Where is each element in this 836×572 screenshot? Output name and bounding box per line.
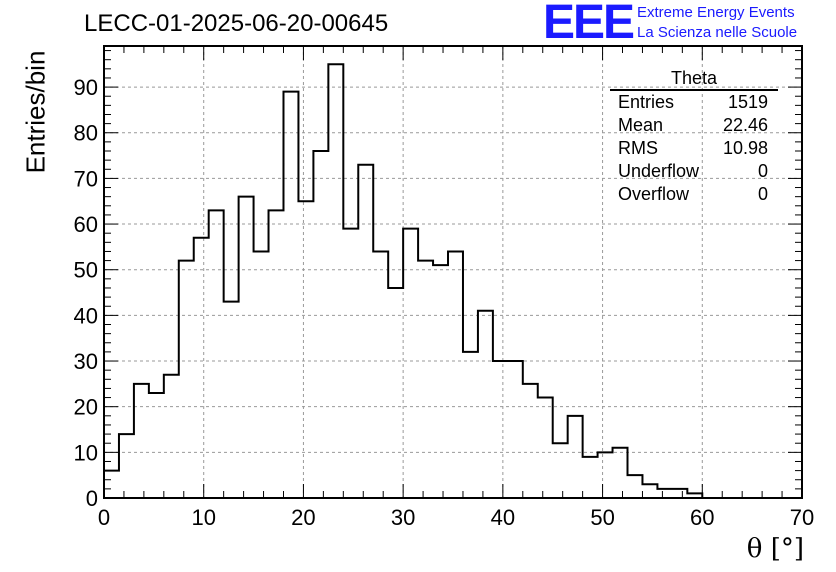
stats-label: RMS bbox=[618, 138, 658, 158]
y-tick-label: 80 bbox=[74, 121, 98, 146]
x-tick-label: 60 bbox=[690, 505, 714, 530]
y-tick-label: 60 bbox=[74, 212, 98, 237]
logo-line-2: La Scienza nelle Scuole bbox=[637, 24, 798, 41]
stats-row-underflow: Underflow 0 bbox=[610, 160, 778, 183]
y-tick-label: 10 bbox=[74, 440, 98, 465]
y-tick-label: 50 bbox=[74, 258, 98, 283]
stats-row-mean: Mean 22.46 bbox=[610, 114, 778, 137]
axes bbox=[103, 45, 803, 499]
stats-title: Theta bbox=[610, 68, 778, 91]
stats-row-rms: RMS 10.98 bbox=[610, 137, 778, 160]
tick-labels: 0 10 20 30 40 50 60 70 0 10 20 30 40 50 60 70 80 90 bbox=[74, 75, 815, 530]
y-tick-label: 70 bbox=[74, 166, 98, 191]
x-tick-label: 40 bbox=[491, 505, 515, 530]
x-tick-label: 20 bbox=[291, 505, 315, 530]
grid-lines bbox=[104, 46, 802, 498]
y-tick-label: 0 bbox=[86, 486, 98, 511]
stats-label: Overflow bbox=[618, 184, 690, 204]
logo-line-1: Extreme Energy Events bbox=[637, 4, 795, 21]
stats-row-entries: Entries 1519 bbox=[610, 91, 778, 114]
y-tick-label: 40 bbox=[74, 303, 98, 328]
stats-value: 1519 bbox=[727, 92, 768, 112]
eee-logo: EEE bbox=[543, 0, 635, 49]
x-tick-label: 10 bbox=[191, 505, 215, 530]
stats-value: 10.98 bbox=[722, 138, 768, 158]
stats-value: 0 bbox=[757, 184, 768, 204]
stats-row-overflow: Overflow 0 bbox=[610, 183, 778, 206]
x-tick-label: 70 bbox=[790, 505, 814, 530]
plot-frame bbox=[103, 45, 803, 499]
eee-logo-caption: Extreme Energy Events La Scienza nelle S… bbox=[637, 3, 797, 43]
x-tick-label: 0 bbox=[98, 505, 110, 530]
plot-title: LECC-01-2025-06-20-00645 bbox=[84, 10, 389, 37]
histogram-outline bbox=[103, 63, 718, 499]
stats-value: 0 bbox=[757, 161, 768, 181]
y-axis-label: Entries/bin bbox=[20, 50, 51, 174]
stats-value: 22.46 bbox=[722, 115, 768, 135]
stats-label: Entries bbox=[618, 92, 675, 112]
y-tick-label: 90 bbox=[74, 75, 98, 100]
y-tick-label: 20 bbox=[74, 395, 98, 420]
y-tick-label: 30 bbox=[74, 349, 98, 374]
x-axis-label: θ [°] bbox=[746, 534, 804, 564]
stats-box: Theta Entries 1519 Mean 22.46 RMS 10.98 … bbox=[610, 68, 778, 206]
x-tick-label: 30 bbox=[391, 505, 415, 530]
stats-label: Underflow bbox=[618, 161, 700, 181]
x-tick-label: 50 bbox=[590, 505, 614, 530]
stats-label: Mean bbox=[618, 115, 664, 135]
